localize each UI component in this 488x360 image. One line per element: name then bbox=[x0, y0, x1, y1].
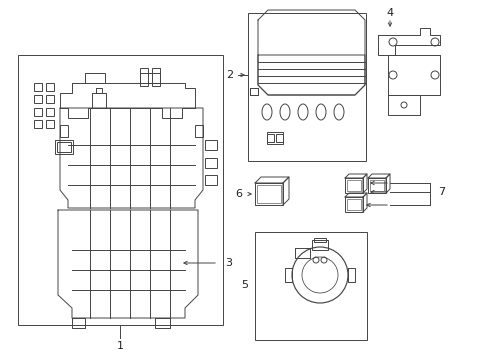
Text: 3: 3 bbox=[224, 258, 231, 268]
Bar bbox=[46, 95, 54, 103]
Bar bbox=[195, 125, 203, 137]
Text: 4: 4 bbox=[386, 8, 393, 18]
Bar bbox=[275, 134, 283, 142]
Bar bbox=[34, 108, 42, 116]
Bar bbox=[34, 120, 42, 128]
Bar bbox=[346, 199, 360, 210]
Bar bbox=[345, 178, 362, 193]
Bar bbox=[257, 185, 281, 203]
Bar bbox=[60, 125, 68, 137]
Bar bbox=[254, 183, 283, 205]
Bar bbox=[46, 108, 54, 116]
Bar bbox=[57, 142, 71, 152]
Bar bbox=[152, 68, 160, 86]
Text: 2: 2 bbox=[225, 70, 232, 80]
Bar bbox=[46, 120, 54, 128]
Bar bbox=[204, 175, 217, 185]
Bar bbox=[34, 95, 42, 103]
Bar bbox=[311, 240, 327, 250]
Bar bbox=[266, 134, 273, 142]
Bar bbox=[140, 68, 148, 86]
Text: 7: 7 bbox=[437, 187, 444, 197]
Bar bbox=[254, 232, 366, 340]
Text: 5: 5 bbox=[241, 280, 247, 290]
Bar bbox=[369, 180, 383, 191]
Bar bbox=[247, 13, 365, 161]
Bar bbox=[266, 132, 283, 144]
Text: 1: 1 bbox=[116, 341, 123, 351]
Text: 6: 6 bbox=[235, 189, 242, 199]
Bar bbox=[34, 83, 42, 91]
Bar bbox=[204, 158, 217, 168]
Bar bbox=[204, 140, 217, 150]
Bar bbox=[367, 178, 385, 193]
Bar bbox=[345, 197, 362, 212]
Bar bbox=[346, 180, 360, 191]
Bar bbox=[313, 238, 325, 242]
Bar bbox=[46, 83, 54, 91]
Bar bbox=[18, 55, 223, 325]
Bar bbox=[55, 140, 73, 154]
